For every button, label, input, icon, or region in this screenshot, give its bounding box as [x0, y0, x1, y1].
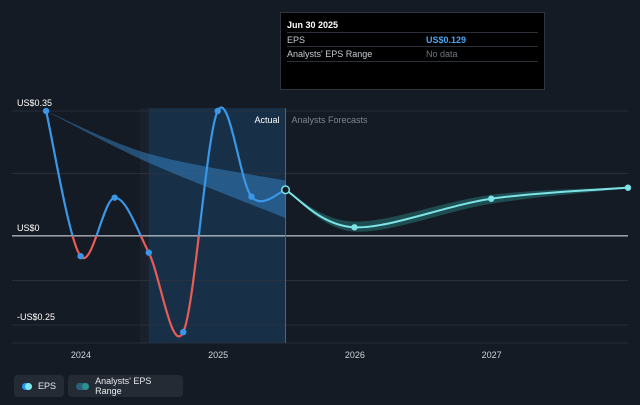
eps-point [248, 193, 255, 200]
tooltip-range-row: Analysts' EPS Range No data [287, 46, 538, 62]
eps-chart: US$0.35 US$0 -US$0.25 2024 2025 2026 2027 Actua… [12, 98, 632, 360]
legend-range[interactable]: Analysts' EPS Range [68, 375, 183, 397]
tooltip-eps-value: US$0.129 [426, 35, 467, 45]
tooltip-range-value: No data [426, 49, 458, 59]
eps-forecast-point [351, 224, 358, 231]
tooltip: Jun 30 2025 EPS US$0.129 Analysts' EPS R… [280, 12, 545, 90]
eps-legend-icon [22, 382, 32, 390]
x-tick-label: 2027 [482, 350, 502, 360]
range-legend-icon [76, 382, 90, 390]
eps-point [111, 194, 118, 201]
eps-forecast-line [285, 186, 629, 229]
eps-point [145, 249, 152, 256]
eps-forecast-point [488, 195, 495, 202]
eps-range-band-forecast [285, 186, 628, 232]
legend-range-label: Analysts' EPS Range [95, 376, 152, 396]
tooltip-date: Jun 30 2025 [287, 20, 339, 30]
eps-point [42, 107, 50, 115]
y-tick-label: -US$0.25 [17, 312, 55, 322]
eps-point [77, 252, 84, 260]
eps-range-band-actual [46, 111, 286, 218]
actual-label: Actual [255, 115, 280, 125]
eps-forecast-point [624, 184, 632, 191]
x-tick-label: 2024 [71, 350, 91, 360]
x-tick-label: 2026 [345, 350, 365, 360]
eps-point [180, 328, 187, 336]
y-tick-label: US$0.35 [17, 98, 52, 108]
y-tick-label: US$0 [17, 223, 40, 233]
eps-point [280, 185, 291, 195]
forecast-label: Analysts Forecasts [292, 115, 369, 125]
legend-eps[interactable]: EPS [14, 375, 64, 397]
highlight-region [148, 108, 286, 343]
early-region [12, 108, 140, 343]
tooltip-eps-label: EPS [287, 35, 306, 45]
x-tick-label: 2025 [208, 350, 228, 360]
eps-line [45, 106, 286, 236]
eps-point [214, 107, 221, 115]
tooltip-range-label: Analysts' EPS Range [287, 49, 373, 59]
legend-eps-label: EPS [37, 381, 56, 391]
tooltip-eps-row: EPS US$0.129 [287, 32, 538, 47]
